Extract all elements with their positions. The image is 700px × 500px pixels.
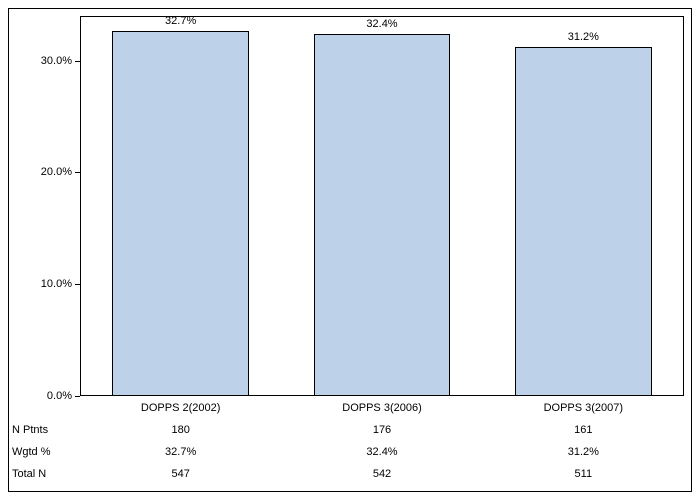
bar-value-label: 31.2% <box>568 31 599 43</box>
table-row-header: Wgtd % <box>12 446 51 458</box>
y-tick-label: 20.0% <box>32 166 72 178</box>
y-tick-mark <box>75 172 80 173</box>
bar <box>314 34 451 396</box>
chart-container: 0.0% 10.0% 20.0% 30.0% 32.7% DOPPS 2(2002) 32.… <box>0 0 700 500</box>
bar-value-label: 32.7% <box>165 15 196 27</box>
y-tick-mark <box>75 284 80 285</box>
table-row-header: N Ptnts <box>12 424 48 436</box>
table-row-header: Total N <box>12 468 46 480</box>
y-tick-label: 10.0% <box>32 278 72 290</box>
table-cell: 511 <box>575 468 593 480</box>
table-cell: 180 <box>171 424 189 436</box>
bar-value-label: 32.4% <box>366 18 397 30</box>
y-tick-mark <box>75 396 80 397</box>
y-tick-label: 30.0% <box>32 55 72 67</box>
table-cell: 176 <box>373 424 391 436</box>
bar <box>112 31 249 396</box>
x-category-label: DOPPS 2(2002) <box>141 402 220 414</box>
table-cell: 547 <box>171 468 189 480</box>
y-tick-label: 0.0% <box>32 390 72 402</box>
x-category-label: DOPPS 3(2006) <box>342 402 421 414</box>
table-cell: 32.7% <box>165 446 196 458</box>
table-cell: 161 <box>574 424 592 436</box>
table-cell: 542 <box>373 468 391 480</box>
x-category-label: DOPPS 3(2007) <box>544 402 623 414</box>
bar <box>515 47 652 396</box>
table-cell: 32.4% <box>366 446 397 458</box>
table-cell: 31.2% <box>568 446 599 458</box>
y-tick-mark <box>75 61 80 62</box>
